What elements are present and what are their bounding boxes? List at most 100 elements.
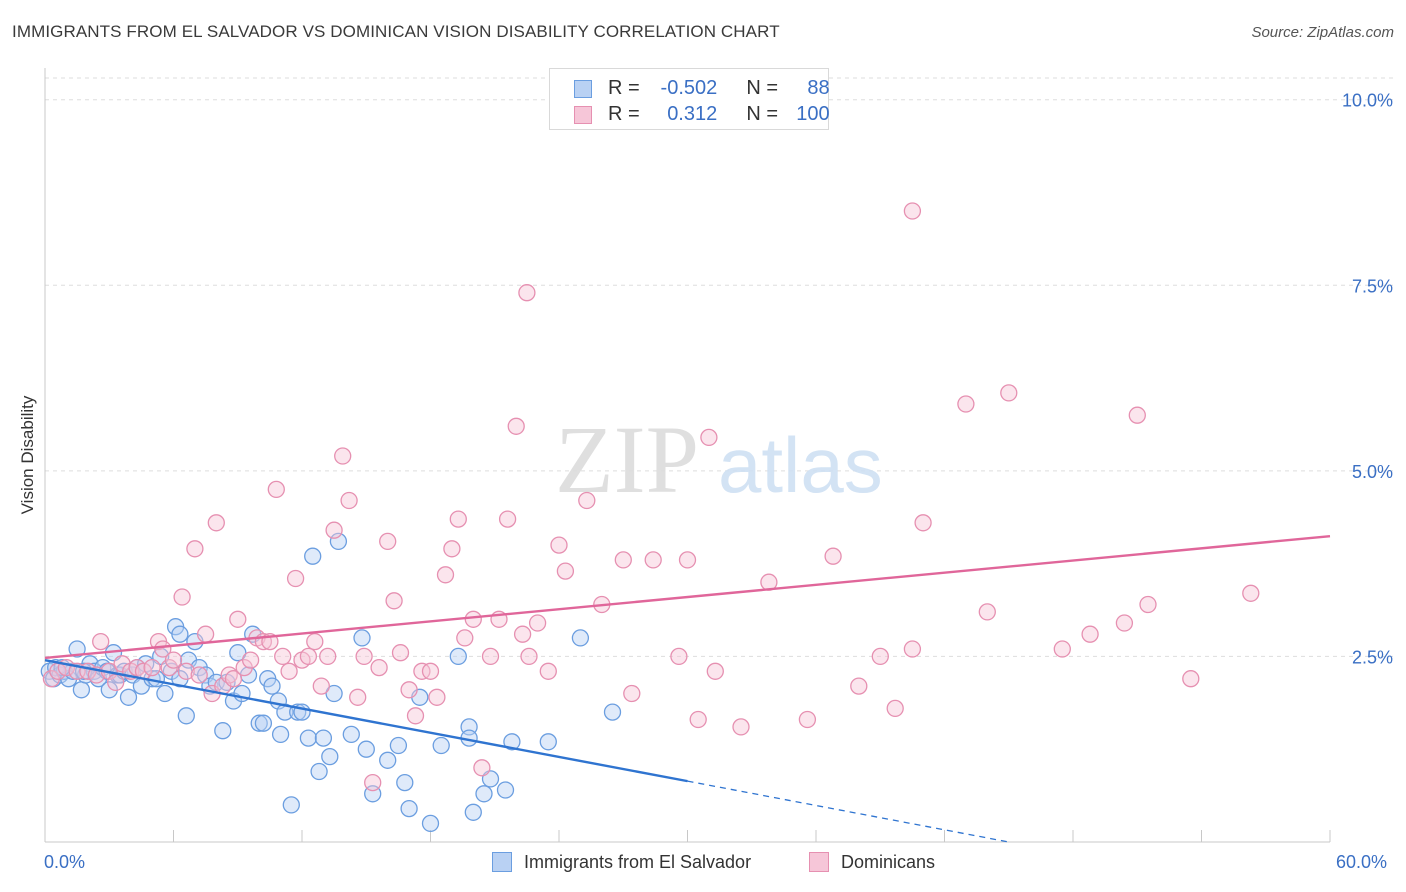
watermark-zip: ZIP [555, 406, 699, 513]
point-el-salvador-61 [321, 747, 339, 766]
chart-title: IMMIGRANTS FROM EL SALVADOR VS DOMINICAN… [12, 22, 780, 41]
point-el-salvador-20 [119, 688, 138, 706]
legend-r-value: -0.502 [660, 77, 718, 99]
point-dominicans-81 [689, 710, 707, 729]
series-dominicans-points [42, 202, 1260, 792]
point-dominicans-86 [798, 710, 817, 729]
point-el-salvador-48 [254, 714, 273, 732]
point-dominicans-96 [1053, 640, 1071, 658]
legend-n-label: N = [746, 103, 779, 125]
point-el-salvador-40 [214, 722, 232, 740]
point-dominicans-95 [1000, 384, 1018, 402]
point-dominicans-28 [229, 610, 247, 628]
point-el-salvador-8 [72, 681, 91, 699]
legend-swatch-el-salvador [574, 80, 592, 98]
point-el-salvador-69 [389, 736, 408, 755]
point-dominicans-56 [421, 662, 440, 680]
point-el-salvador-71 [400, 799, 418, 818]
point-dominicans-48 [364, 773, 382, 792]
point-el-salvador-63 [329, 532, 348, 551]
trend-line-extension-el-salvador [687, 780, 1009, 843]
point-dominicans-62 [464, 610, 482, 628]
legend-n-value: 88 [807, 77, 830, 99]
point-el-salvador-57 [299, 729, 318, 747]
point-dominicans-80 [678, 551, 697, 569]
point-dominicans-17 [164, 651, 183, 669]
point-el-salvador-74 [432, 736, 450, 755]
point-el-salvador-81 [496, 781, 515, 799]
point-dominicans-90 [886, 699, 904, 718]
point-el-salvador-73 [421, 814, 440, 833]
point-el-salvador-58 [304, 547, 322, 565]
correlation-legend: R = -0.502 N = 88 R = 0.312 N = 100 [549, 68, 830, 130]
point-el-salvador-60 [314, 729, 333, 747]
point-el-salvador-78 [464, 803, 482, 821]
point-dominicans-70 [528, 614, 547, 632]
point-dominicans-15 [154, 640, 172, 658]
point-dominicans-77 [623, 684, 641, 703]
point-dominicans-50 [379, 532, 397, 551]
point-dominicans-24 [207, 514, 225, 532]
point-el-salvador-85 [603, 703, 622, 721]
point-el-salvador-52 [271, 725, 290, 744]
point-dominicans-72 [550, 536, 568, 554]
y-tick-label-3: 10.0% [1342, 91, 1393, 111]
point-el-salvador-62 [325, 684, 343, 703]
point-dominicans-19 [177, 662, 195, 680]
point-dominicans-99 [1128, 406, 1146, 424]
point-dominicans-30 [241, 651, 260, 669]
point-dominicans-57 [428, 688, 446, 706]
point-dominicans-58 [436, 566, 455, 584]
point-dominicans-102 [1242, 584, 1260, 602]
point-el-salvador-54 [282, 796, 300, 814]
point-dominicans-88 [850, 677, 868, 695]
point-el-salvador-68 [379, 751, 397, 769]
legend-r-label: R = [608, 103, 640, 125]
point-el-salvador-31 [171, 625, 189, 643]
point-dominicans-92 [914, 514, 932, 532]
point-el-salvador-70 [396, 773, 414, 792]
point-dominicans-87 [824, 547, 842, 565]
x-tick-label-min: 0.0% [44, 852, 86, 872]
legend-n-label: N = [746, 77, 779, 99]
point-dominicans-59 [443, 540, 461, 558]
point-dominicans-61 [456, 629, 474, 647]
point-dominicans-52 [391, 644, 410, 662]
legend-r-label: R = [608, 77, 640, 99]
point-dominicans-82 [700, 428, 718, 447]
bottom-legend-label-el-salvador: Immigrants from El Salvador [524, 852, 752, 872]
point-dominicans-64 [481, 647, 500, 666]
point-dominicans-36 [280, 662, 298, 680]
y-tick-label-0: 2.5% [1352, 647, 1393, 667]
point-el-salvador-64 [342, 725, 360, 744]
point-dominicans-104 [903, 202, 922, 220]
bottom-legend-dominicans: Dominicans [809, 852, 935, 873]
trend-line-dominicans [44, 534, 1331, 660]
series-el-salvador-points [40, 532, 622, 833]
point-dominicans-39 [299, 647, 318, 666]
point-dominicans-93 [957, 395, 975, 413]
bottom-legend-el-salvador: Immigrants from El Salvador [492, 852, 751, 873]
point-dominicans-54 [406, 707, 425, 725]
point-el-salvador-84 [571, 629, 590, 647]
point-dominicans-49 [370, 658, 388, 677]
bottom-legend-swatch-el-salvador [492, 852, 512, 872]
point-dominicans-73 [556, 562, 575, 580]
trend-line-el-salvador [44, 658, 688, 783]
point-dominicans-21 [190, 666, 208, 684]
point-el-salvador-82 [503, 733, 521, 751]
point-el-salvador-65 [353, 629, 371, 647]
point-el-salvador-83 [539, 733, 557, 751]
trend-lines [44, 534, 1331, 843]
axes [44, 68, 1331, 843]
x-tick-label-max: 60.0% [1336, 852, 1388, 872]
point-dominicans-40 [306, 632, 324, 651]
point-dominicans-42 [319, 647, 337, 666]
point-dominicans-63 [473, 759, 491, 777]
point-dominicans-20 [186, 540, 204, 558]
point-dominicans-41 [312, 677, 330, 695]
point-dominicans-67 [507, 417, 525, 435]
legend-n-value: 100 [796, 103, 830, 125]
y-axis-label: Vision Disability [18, 395, 37, 515]
